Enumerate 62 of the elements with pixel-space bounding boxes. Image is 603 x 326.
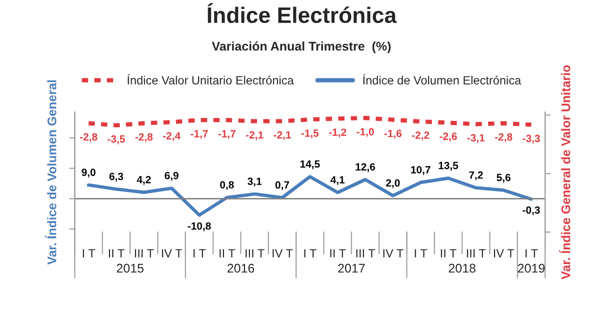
chart-subtitle: Variación Anual Trimestre (%) — [212, 41, 391, 54]
data-label: -10,8 — [188, 222, 211, 232]
data-label: 4,1 — [330, 176, 345, 185]
data-label: -3,3 — [522, 134, 540, 144]
data-label: 14,5 — [300, 160, 320, 170]
x-tick-label: III T — [246, 249, 264, 258]
x-tick-label: I T — [414, 249, 428, 258]
legend-label: Índice de Volumen Electrónica — [363, 74, 522, 84]
data-label: 7,2 — [469, 171, 483, 180]
data-label: -1,6 — [384, 130, 402, 139]
chart-title: Índice Electrónica — [208, 3, 397, 24]
x-tick-label: III T — [466, 249, 486, 258]
data-label: -1,5 — [301, 130, 319, 138]
data-label: 10,7 — [411, 166, 430, 175]
data-label: -1,7 — [218, 130, 236, 139]
data-label: 9,0 — [82, 168, 96, 178]
data-label: 4,2 — [136, 176, 151, 185]
data-label: -2,8 — [80, 133, 98, 142]
data-label: -2,2 — [412, 132, 430, 140]
data-label: -1,7 — [190, 130, 208, 139]
x-tick-label: II T — [220, 249, 236, 258]
x-tick-label: I T — [82, 249, 96, 258]
data-label: -2,6 — [440, 132, 457, 142]
data-label: -3,5 — [108, 135, 125, 144]
y2-axis-title: Var. Índice General de Valor Unitario — [559, 65, 570, 280]
data-label: 2,0 — [386, 179, 400, 188]
data-label: -3,1 — [467, 134, 485, 144]
data-label: 3,1 — [248, 178, 262, 187]
data-label: -0,3 — [522, 206, 540, 216]
data-label: 6,3 — [109, 172, 124, 182]
x-tick-label: I T — [526, 249, 538, 258]
legend-label: Índice Valor Unitario Electrónica — [128, 74, 294, 84]
data-label: -2,4 — [163, 132, 181, 141]
text: 2017 — [338, 264, 365, 273]
x-tick-label: III T — [356, 249, 376, 258]
x-tick-label: IV T — [383, 249, 404, 258]
data-label: -2,1 — [274, 131, 291, 140]
data-label: 0,7 — [275, 181, 290, 190]
text: 2015 — [116, 264, 144, 273]
x-tick-label: I T — [194, 249, 206, 258]
text: 2016 — [228, 264, 254, 273]
x-tick-label: II T — [330, 249, 346, 258]
data-label: 12,6 — [356, 163, 376, 172]
x-tick-label: IV T — [272, 249, 293, 258]
data-label: 13,5 — [438, 162, 458, 171]
x-tick-label: II T — [108, 249, 124, 258]
x-tick-label: IV T — [162, 249, 182, 258]
text: 2018 — [448, 264, 476, 273]
data-label: 0,8 — [220, 181, 234, 190]
x-tick-label: I T — [304, 249, 316, 258]
data-label: -2,8 — [135, 133, 153, 142]
data-label: -1,2 — [329, 128, 346, 138]
text: 2019 — [518, 264, 545, 273]
x-tick-label: II T — [440, 249, 456, 258]
y-axis-title: Var. Índice de Volumen General — [45, 80, 56, 265]
data-label: 6,9 — [164, 172, 178, 181]
data-label: -2,1 — [246, 131, 264, 140]
x-tick-label: IV T — [494, 249, 514, 258]
x-tick-label: III T — [134, 249, 154, 258]
data-label: 5,6 — [496, 174, 510, 183]
data-label: -1,0 — [356, 128, 374, 137]
data-label: -2,8 — [495, 133, 512, 142]
